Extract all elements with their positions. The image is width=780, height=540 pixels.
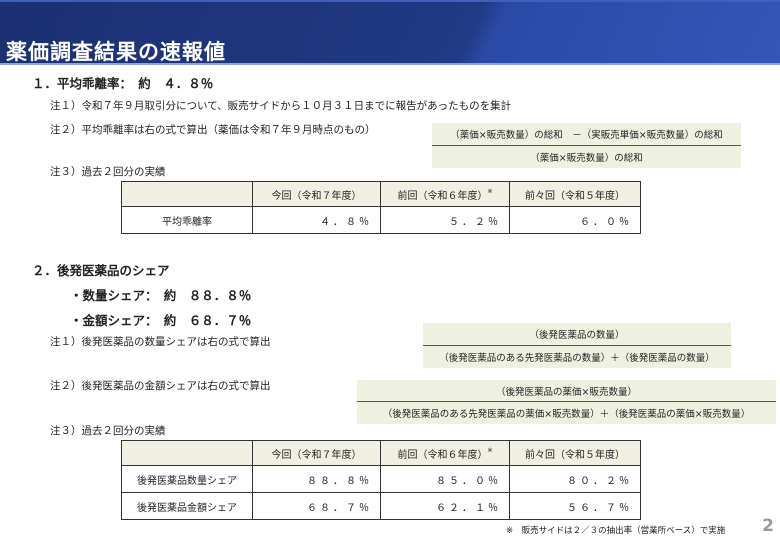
cell-value: ５６．７％ <box>509 492 641 520</box>
generic-share-table: 今回（令和７年度） 前回（令和６年度）※ 前々回（令和５年度） 後発医薬品数量シ… <box>121 440 641 520</box>
volume-share-formula: （後発医薬品の数量） （後発医薬品のある先発医薬品の数量）＋（後発医薬品の数量） <box>423 323 731 368</box>
table-row: 平均乖離率 ４．８％ ５．２％ ６．０％ <box>121 206 641 234</box>
row-label: 後発医薬品金額シェア <box>121 492 253 520</box>
cell-value: ８８．８％ <box>252 465 381 493</box>
page-title: 薬価調査結果の速報値 <box>6 40 226 64</box>
row-label: 平均乖離率 <box>121 206 253 234</box>
formula-denominator: （薬価×販売数量）の総和 <box>530 152 643 164</box>
table-header-row: 今回（令和７年度） 前回（令和６年度）※ 前々回（令和５年度） <box>121 181 641 207</box>
header-cell: 前々回（令和５年度） <box>509 440 641 466</box>
header-cell: 今回（令和７年度） <box>252 181 381 207</box>
section2-note2: 注２）後発医薬品の金額シェアは右の式で算出 <box>50 380 271 392</box>
header-cell: 前々回（令和５年度） <box>509 181 641 207</box>
section2-note1: 注１）後発医薬品の数量シェアは右の式で算出 <box>50 336 271 348</box>
footnote: ※ 販売サイドは２／３の抽出率（営業所ベース）で実施 <box>506 526 726 536</box>
cell-value: ６８．７％ <box>252 492 381 520</box>
header-cell: 前回（令和６年度）※ <box>380 181 510 207</box>
deviation-rate-table: 今回（令和７年度） 前回（令和６年度）※ 前々回（令和５年度） 平均乖離率 ４．… <box>121 181 641 234</box>
cell-value: ５．２％ <box>380 206 510 234</box>
cell-value: ８５．０％ <box>380 465 510 493</box>
row-label: 後発医薬品数量シェア <box>121 465 253 493</box>
section1-heading: １．平均乖離率： 約 ４．８％ <box>32 76 214 91</box>
header-cell <box>121 440 253 466</box>
value-share: ・金額シェア： 約 ６８．７％ <box>70 313 252 328</box>
cell-value: ８０．２％ <box>509 465 641 493</box>
table-row: 後発医薬品数量シェア ８８．８％ ８５．０％ ８０．２％ <box>121 465 641 493</box>
section1-note2: 注２）平均乖離率は右の式で算出（薬価は令和７年９月時点のもの） <box>50 124 376 136</box>
formula-numerator: （後発医薬品の薬価×販売数量） <box>357 380 776 402</box>
section2-heading: ２．後発医薬品のシェア <box>32 263 170 278</box>
header-cell: 今回（令和７年度） <box>252 440 381 466</box>
table-header-row: 今回（令和７年度） 前回（令和６年度）※ 前々回（令和５年度） <box>121 440 641 466</box>
header-cell <box>121 181 253 207</box>
formula-numerator: （薬価×販売数量）の総和 －（実販売単価×販売数量）の総和 <box>432 123 741 146</box>
formula-denominator: （後発医薬品のある先発医薬品の数量）＋（後発医薬品の数量） <box>439 352 715 364</box>
formula-denominator: （後発医薬品のある先発医薬品の薬価×販売数量）＋（後発医薬品の薬価×販売数量） <box>382 409 751 420</box>
formula-numerator: （後発医薬品の数量） <box>423 323 731 346</box>
value-share-formula: （後発医薬品の薬価×販売数量） （後発医薬品のある先発医薬品の薬価×販売数量）＋… <box>357 380 776 424</box>
cell-value: ６．０％ <box>509 206 641 234</box>
deviation-rate-formula: （薬価×販売数量）の総和 －（実販売単価×販売数量）の総和 （薬価×販売数量）の… <box>432 123 741 168</box>
volume-share: ・数量シェア： 約 ８８．８％ <box>70 288 252 303</box>
cell-value: ４．８％ <box>252 206 381 234</box>
page-number: 2 <box>762 516 774 536</box>
header-cell: 前回（令和６年度）※ <box>380 440 510 466</box>
section2-note3: 注３）過去２回分の実績 <box>50 425 166 437</box>
table-row: 後発医薬品金額シェア ６８．７％ ６２．１％ ５６．７％ <box>121 492 641 520</box>
section1-note1: 注１）令和７年９月取引分について、販売サイドから１０月３１日までに報告があったも… <box>50 100 512 112</box>
cell-value: ６２．１％ <box>380 492 510 520</box>
title-banner: 薬価調査結果の速報値 <box>0 0 780 65</box>
section1-note3: 注３）過去２回分の実績 <box>50 166 166 178</box>
